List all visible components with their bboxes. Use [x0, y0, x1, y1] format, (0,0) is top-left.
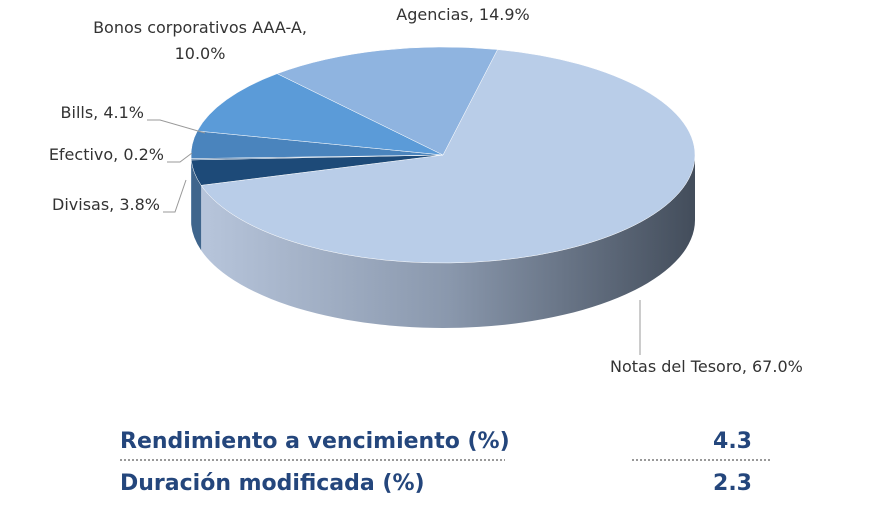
data-label: Bonos corporativos AAA-A, 10.0% [93, 18, 307, 63]
label-line: Bonos corporativos AAA-A, [93, 18, 307, 37]
leader-line [147, 120, 205, 133]
table-cell: Rendimiento a vencimiento (%) [120, 429, 510, 454]
label-line: 10.0% [175, 44, 226, 63]
data-label: Notas del Tesoro, 67.0% [610, 357, 803, 376]
leader-line [167, 153, 192, 162]
data-label: Agencias, 14.9% [396, 5, 529, 24]
data-label: Efectivo, 0.2% [49, 145, 164, 164]
leader-line [163, 180, 186, 212]
data-label: Divisas, 3.8% [52, 195, 160, 214]
data-label: Bills, 4.1% [61, 103, 144, 122]
pie: Notas del TesoroDivisasEfectivoBillsBono… [191, 47, 695, 328]
table-cell: 4.3 [713, 429, 752, 454]
table-cell: 2.3 [713, 471, 752, 496]
table-cell: Duración modificada (%) [120, 471, 425, 496]
